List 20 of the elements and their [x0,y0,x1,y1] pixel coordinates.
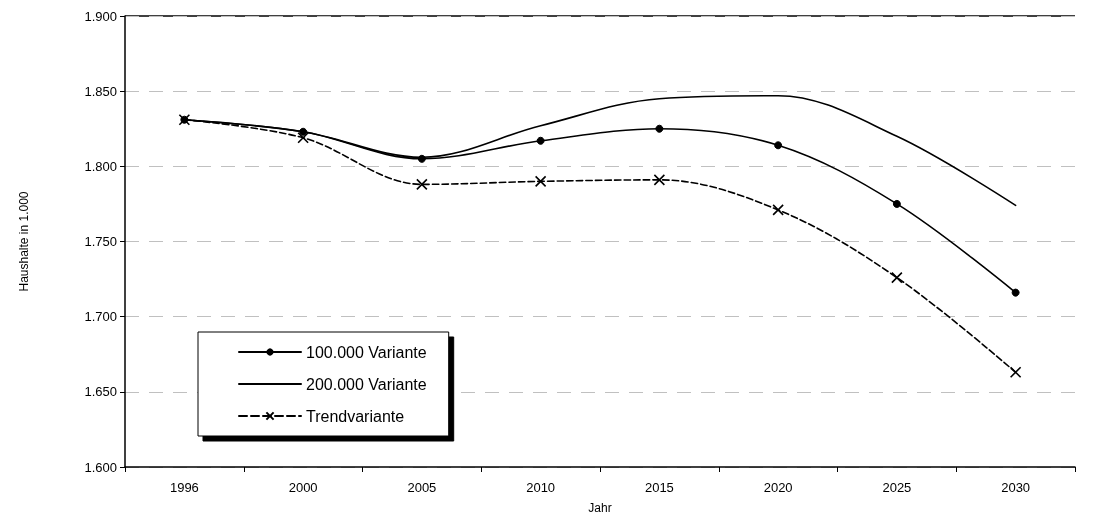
x-tick-label: 2025 [882,480,912,495]
x-tick-label: 2015 [644,480,674,495]
x-tick-label: 1996 [169,480,199,495]
y-tick-label: 1.900 [84,8,117,24]
y-tick-label: 1.600 [84,459,117,475]
y-axis-title: Haushalte in 1.000 [17,191,31,292]
legend-label: 100.000 Variante [306,343,427,361]
x-tick-label: 2030 [1001,480,1031,495]
y-tick-label: 1.750 [84,234,117,249]
y-tick-label: 1.850 [84,83,117,99]
x-tick-label: 2010 [526,480,556,495]
x-tick-label: 2005 [407,480,437,495]
y-tick-label: 1.700 [84,309,117,325]
x-axis-title: Jahr [588,501,612,515]
legend-label: 200.000 Variante [306,375,427,393]
y-tick-label: 1.650 [84,384,117,400]
legend-label: Trendvariante [306,407,405,425]
x-tick-label: 2020 [763,480,793,495]
x-tick-label: 2000 [288,480,318,495]
y-tick-label: 1.800 [84,158,117,174]
